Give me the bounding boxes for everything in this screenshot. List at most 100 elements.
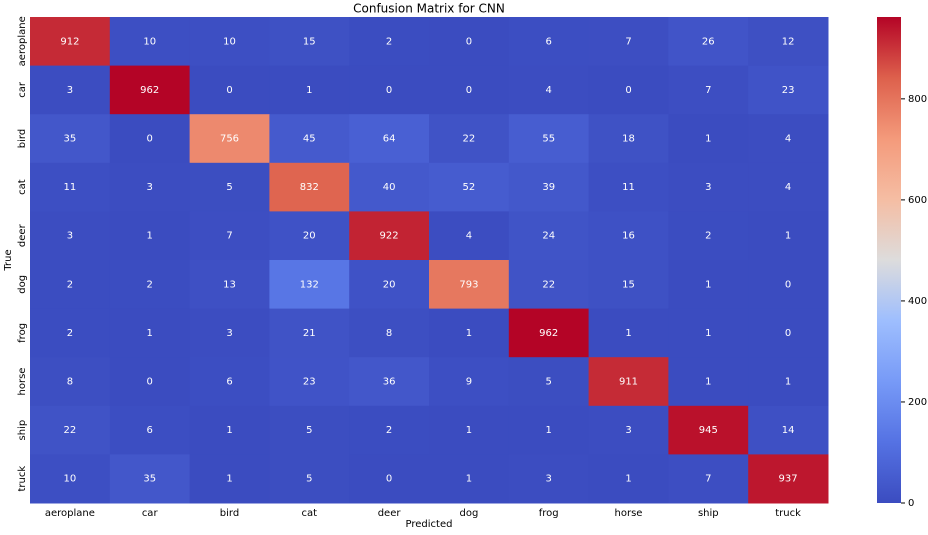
heatmap-cell bbox=[748, 454, 829, 504]
cell-value: 45 bbox=[303, 134, 316, 145]
y-tick-label: horse bbox=[17, 368, 28, 396]
cell-value: 6 bbox=[546, 36, 552, 47]
cell-value: 24 bbox=[542, 231, 555, 242]
heatmap-cell bbox=[748, 162, 829, 212]
heatmap-cell bbox=[588, 357, 669, 407]
cell-value: 962 bbox=[140, 85, 159, 96]
x-tick-label: deer bbox=[378, 508, 402, 519]
heatmap-cell bbox=[189, 162, 270, 212]
heatmap-cell bbox=[748, 357, 829, 407]
cell-value: 13 bbox=[223, 279, 236, 290]
cell-value: 1 bbox=[625, 328, 631, 339]
heatmap-cell bbox=[269, 357, 350, 407]
cell-value: 5 bbox=[226, 182, 232, 193]
cell-value: 8 bbox=[386, 328, 392, 339]
cell-value: 2 bbox=[386, 425, 392, 436]
heatmap-cell bbox=[30, 405, 111, 455]
cell-value: 5 bbox=[306, 425, 312, 436]
cell-value: 0 bbox=[147, 134, 153, 145]
heatmap-cell bbox=[429, 260, 510, 310]
cell-value: 12 bbox=[782, 36, 795, 47]
cell-value: 0 bbox=[147, 377, 153, 388]
heatmap-cell bbox=[588, 211, 669, 261]
heatmap-cell bbox=[349, 357, 430, 407]
heatmap-cell bbox=[269, 308, 350, 358]
heatmap-cell bbox=[429, 211, 510, 261]
cell-value: 20 bbox=[383, 279, 396, 290]
heatmap-cell bbox=[508, 260, 590, 310]
heatmap-cell bbox=[109, 65, 191, 115]
cell-value: 793 bbox=[459, 279, 478, 290]
cell-value: 64 bbox=[383, 134, 396, 145]
heatmap-cell bbox=[30, 65, 111, 115]
cell-value: 35 bbox=[64, 134, 77, 145]
heatmap-cell bbox=[668, 114, 749, 164]
cell-value: 6 bbox=[147, 425, 153, 436]
heatmap-cell bbox=[429, 405, 510, 455]
x-axis-label: Predicted bbox=[406, 519, 453, 530]
colorbar-tick-label: 600 bbox=[908, 195, 927, 206]
heatmap-cell bbox=[668, 211, 749, 261]
cell-value: 962 bbox=[539, 328, 558, 339]
heatmap-cell bbox=[349, 114, 430, 164]
heatmap-cell bbox=[748, 260, 829, 310]
cell-value: 945 bbox=[699, 425, 718, 436]
cell-value: 1 bbox=[785, 377, 791, 388]
cell-value: 22 bbox=[463, 134, 476, 145]
cell-value: 1 bbox=[785, 231, 791, 242]
heatmap-cell bbox=[269, 260, 350, 310]
cell-value: 2 bbox=[67, 279, 73, 290]
heatmap-cell bbox=[269, 405, 350, 455]
colorbar-tick-label: 400 bbox=[908, 296, 927, 307]
heatmap-cell bbox=[668, 454, 749, 504]
cell-value: 4 bbox=[785, 182, 791, 193]
heatmap-cell bbox=[109, 162, 191, 212]
cell-value: 10 bbox=[223, 36, 236, 47]
heatmap-cell bbox=[508, 454, 590, 504]
heatmap-cell bbox=[269, 162, 350, 212]
heatmap-cell bbox=[189, 405, 270, 455]
heatmap-cell bbox=[109, 454, 191, 504]
heatmap-cell bbox=[588, 454, 669, 504]
cell-value: 21 bbox=[303, 328, 316, 339]
x-tick-label: cat bbox=[302, 508, 318, 519]
cell-value: 3 bbox=[705, 182, 711, 193]
cell-value: 2 bbox=[67, 328, 73, 339]
heatmap-cell bbox=[189, 65, 270, 115]
cell-value: 11 bbox=[64, 182, 77, 193]
heatmap-cell bbox=[429, 162, 510, 212]
cell-value: 1 bbox=[705, 377, 711, 388]
cell-value: 912 bbox=[60, 36, 79, 47]
heatmap-cell bbox=[349, 260, 430, 310]
cell-value: 39 bbox=[542, 182, 555, 193]
cell-value: 7 bbox=[705, 85, 711, 96]
heatmap-cell bbox=[668, 17, 749, 67]
heatmap-cell bbox=[508, 162, 590, 212]
cell-value: 7 bbox=[625, 36, 631, 47]
heatmap-cell bbox=[668, 405, 749, 455]
heatmap-cell bbox=[109, 17, 191, 67]
cell-value: 1 bbox=[466, 425, 472, 436]
cell-value: 0 bbox=[466, 85, 472, 96]
heatmap-cell bbox=[109, 260, 191, 310]
x-tick-label: aeroplane bbox=[45, 508, 95, 519]
heatmap-cell bbox=[588, 65, 669, 115]
cell-value: 0 bbox=[386, 474, 392, 485]
heatmap-cell bbox=[30, 211, 111, 261]
heatmap-cell bbox=[109, 114, 191, 164]
y-tick-label: frog bbox=[17, 323, 28, 343]
heatmap-cell bbox=[349, 17, 430, 67]
heatmap-cell bbox=[349, 454, 430, 504]
heatmap-cell bbox=[349, 405, 430, 455]
heatmap-cell bbox=[269, 454, 350, 504]
cell-value: 0 bbox=[625, 85, 631, 96]
cell-value: 1 bbox=[705, 328, 711, 339]
cell-value: 10 bbox=[64, 474, 77, 485]
cell-value: 3 bbox=[226, 328, 232, 339]
cell-value: 3 bbox=[67, 85, 73, 96]
cell-value: 922 bbox=[380, 231, 399, 242]
cell-value: 22 bbox=[542, 279, 555, 290]
heatmap-cell bbox=[508, 65, 590, 115]
x-tick-label: frog bbox=[539, 508, 559, 519]
cell-value: 3 bbox=[147, 182, 153, 193]
